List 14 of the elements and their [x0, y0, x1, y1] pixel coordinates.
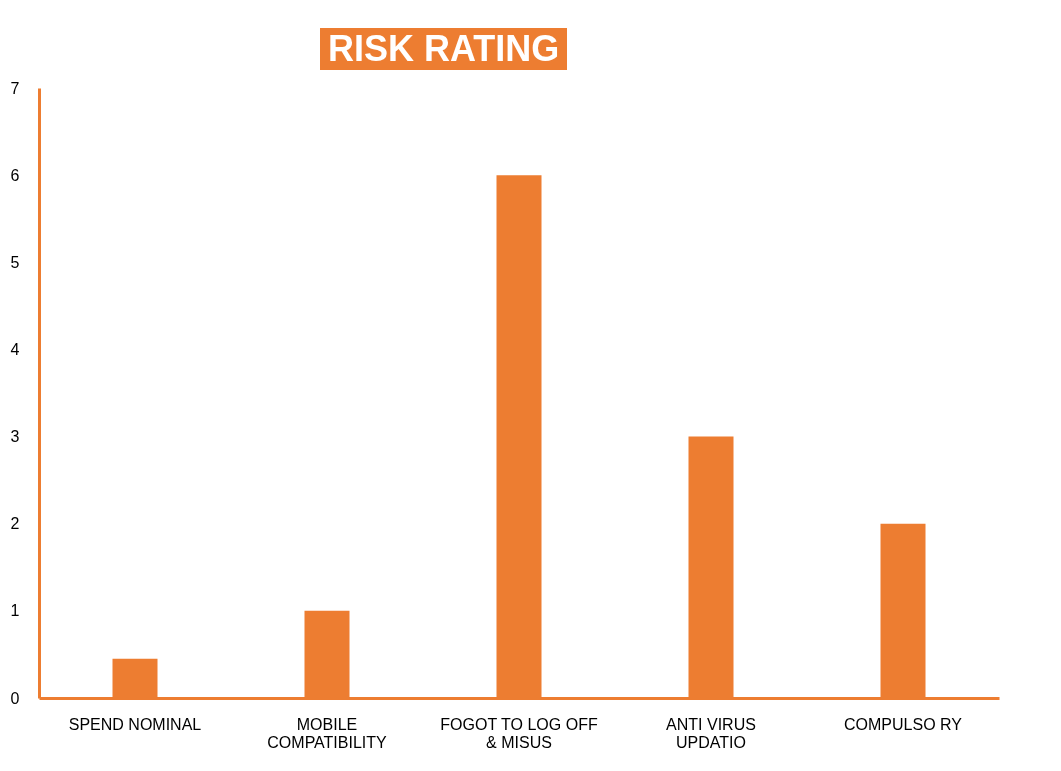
y-tick-label: 0: [10, 689, 20, 707]
x-tick-label: COMPULSO RY: [844, 715, 963, 733]
y-tick-label: 4: [10, 340, 20, 358]
y-tick-label: 2: [10, 515, 20, 533]
x-tick-label: SPEND NOMINAL: [68, 715, 202, 733]
y-tick-label: 7: [10, 79, 20, 97]
y-tick-label: 1: [10, 602, 20, 620]
x-tick-label: MOBILE COMPATIBILITY: [267, 715, 388, 751]
y-tick-label: 5: [10, 253, 20, 271]
x-tick-label: FOGOT TO LOG OFF & MISUS: [440, 715, 598, 751]
y-tick-label: 6: [10, 166, 20, 184]
y-tick-label: 3: [10, 428, 20, 446]
x-tick-label: ANTI VIRUS UPDATIO: [666, 715, 756, 751]
chart-title: RISK RATING: [320, 28, 568, 70]
